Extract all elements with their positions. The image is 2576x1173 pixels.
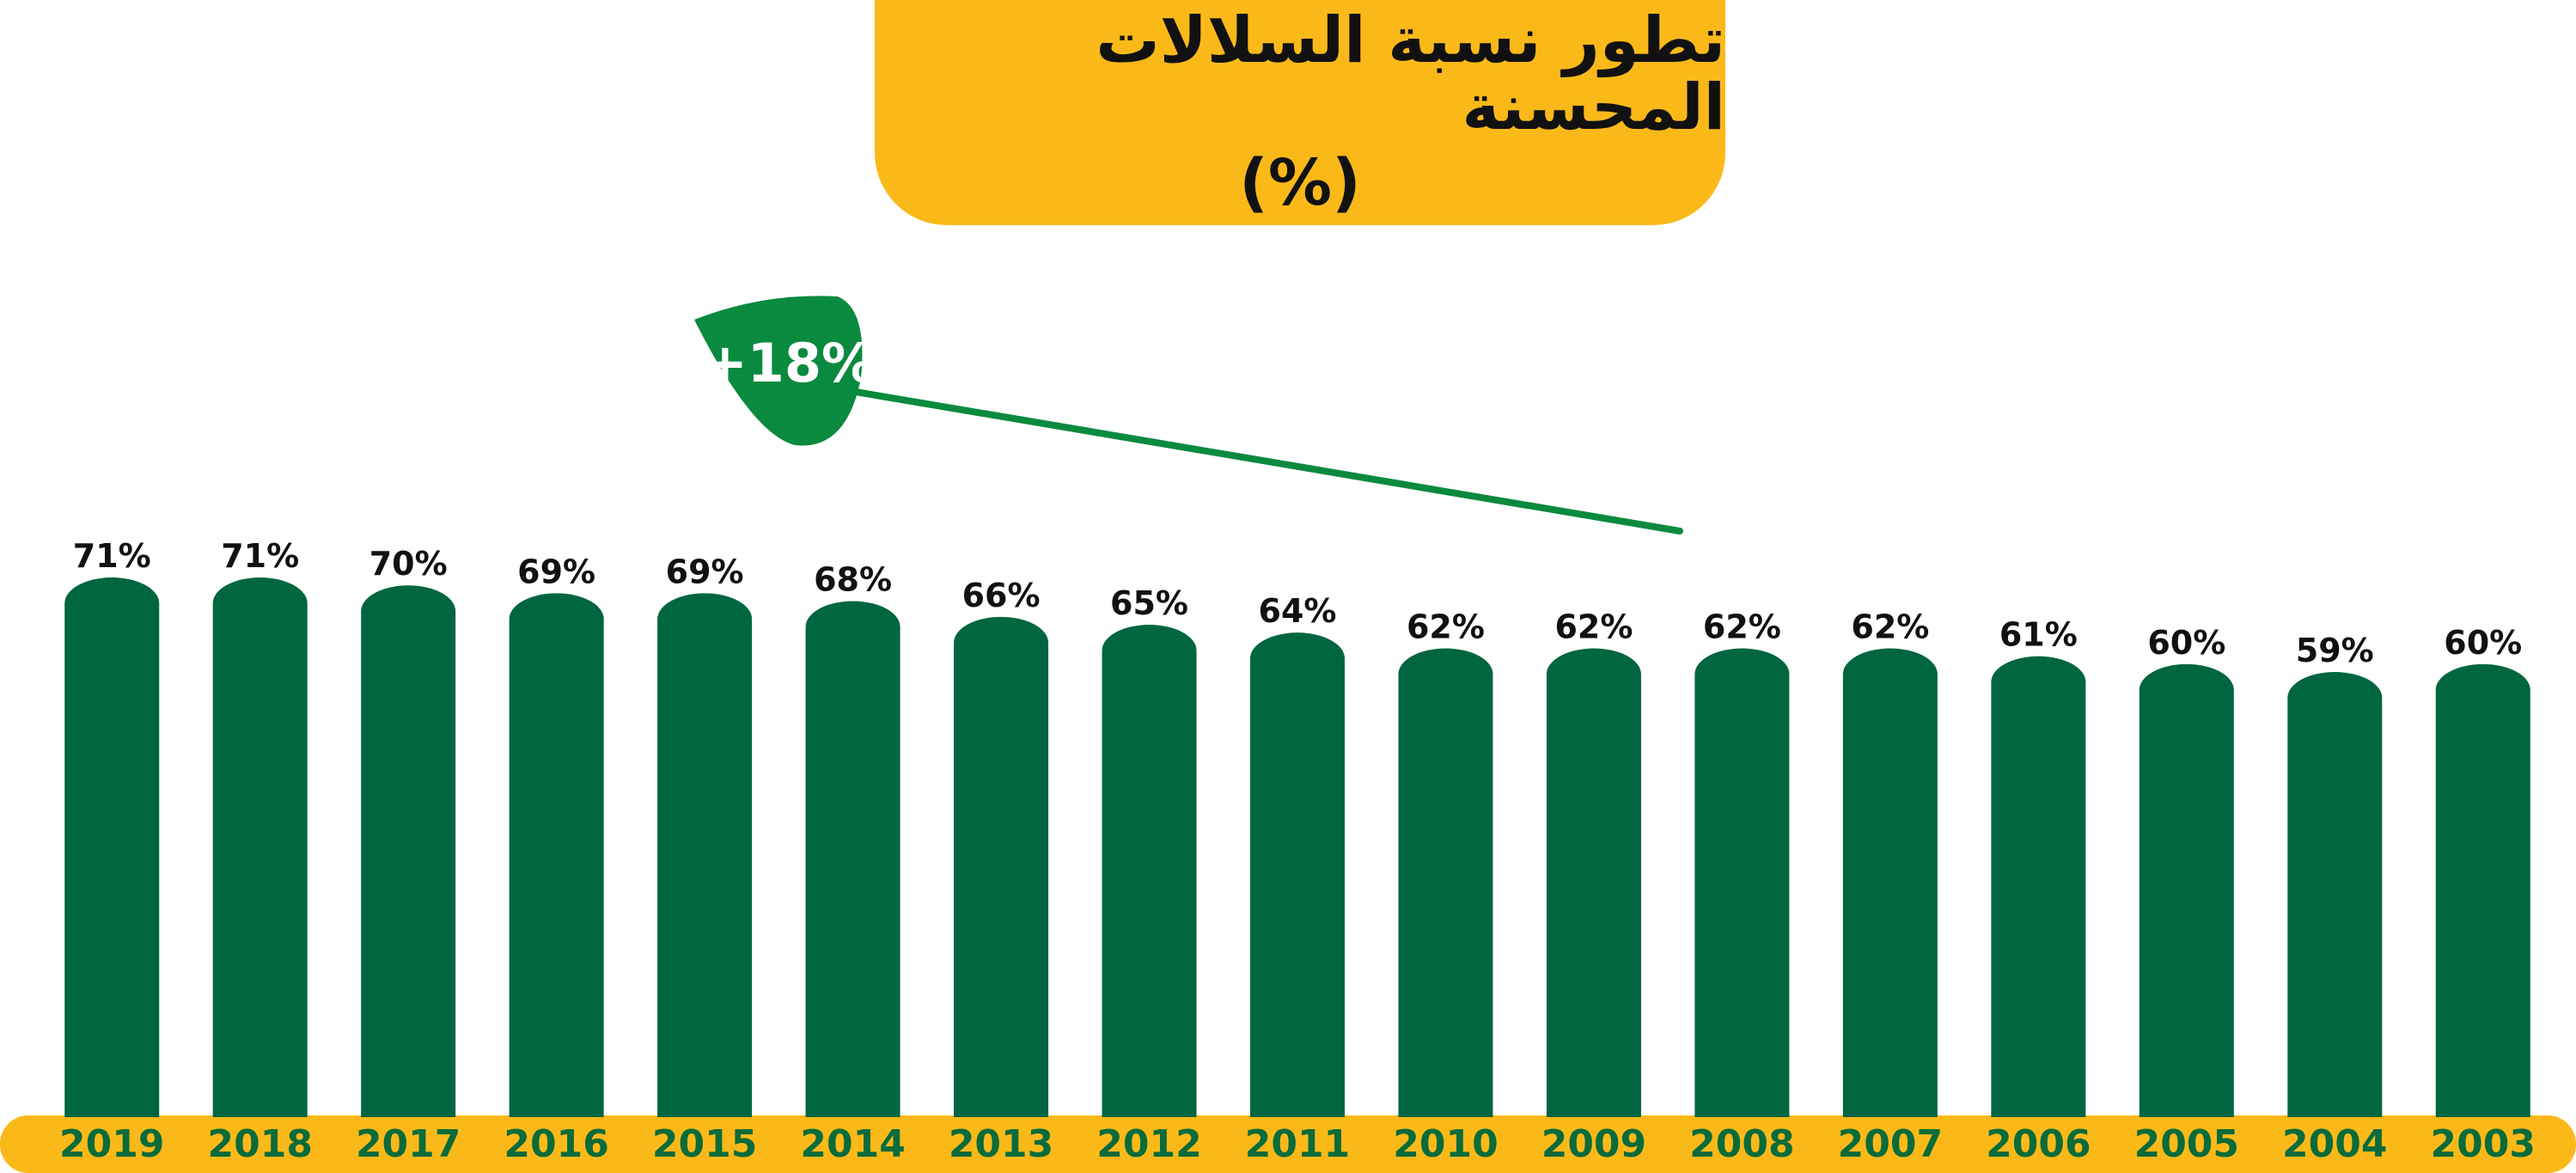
- value-label-2014: 68%: [814, 561, 892, 599]
- value-label-2009: 62%: [1554, 608, 1633, 646]
- bar-2004: [2287, 672, 2383, 1117]
- value-label-2017: 70%: [369, 545, 448, 583]
- value-label-2016: 69%: [517, 553, 595, 590]
- value-label-2005: 60%: [2147, 624, 2225, 662]
- bar-2013: [954, 616, 1049, 1117]
- value-label-2019: 71%: [73, 537, 151, 575]
- bar-2015: [657, 593, 753, 1117]
- year-label-2003: 2003: [2431, 1122, 2536, 1166]
- chart-title: تطور نسبة السلالات المحسنة: [1096, 3, 1725, 145]
- year-label-2004: 2004: [2282, 1122, 2387, 1166]
- value-label-2008: 62%: [1703, 608, 1781, 646]
- year-label-2015: 2015: [652, 1122, 757, 1166]
- year-label-2010: 2010: [1393, 1122, 1498, 1166]
- bar-2007: [1842, 648, 1938, 1117]
- bar-2017: [361, 585, 456, 1117]
- year-label-2005: 2005: [2134, 1122, 2239, 1166]
- value-label-2010: 62%: [1407, 608, 1485, 646]
- x-axis-band: [0, 1115, 2576, 1173]
- value-label-2011: 64%: [1259, 592, 1337, 630]
- year-label-2014: 2014: [800, 1122, 905, 1166]
- value-label-2018: 71%: [221, 537, 299, 575]
- year-label-2007: 2007: [1838, 1122, 1943, 1166]
- bar-2018: [212, 577, 308, 1117]
- bar-2011: [1250, 632, 1345, 1117]
- year-label-2017: 2017: [356, 1122, 461, 1166]
- value-labels-group: 71% 71% 70% 69% 69% 68% 66% 65% 64% 62% 62% 62% 62% 6…: [73, 537, 2522, 669]
- year-label-2013: 2013: [949, 1122, 1053, 1166]
- chart-title-box: تطور نسبة السلالات المحسنة (%): [875, 0, 1725, 225]
- bar-2006: [1991, 656, 2086, 1117]
- bar-2019: [64, 577, 160, 1117]
- year-label-2018: 2018: [207, 1122, 312, 1166]
- bar-2014: [805, 601, 900, 1117]
- year-label-2006: 2006: [1986, 1122, 2091, 1166]
- bar-2005: [2139, 663, 2234, 1117]
- growth-badge-label: +18%: [703, 332, 875, 394]
- bar-2009: [1546, 648, 1641, 1117]
- year-labels-group: 2019 2018 2017 2016 2015 2014 2013 2012 2011 2010…: [59, 1122, 2536, 1166]
- value-label-2007: 62%: [1851, 608, 1929, 646]
- trend-arrow-line: [847, 388, 1683, 535]
- year-label-2016: 2016: [504, 1122, 608, 1166]
- value-label-2004: 59%: [2296, 632, 2374, 669]
- bar-2003: [2435, 663, 2530, 1117]
- bar-2012: [1102, 625, 1197, 1117]
- year-label-2012: 2012: [1096, 1122, 1201, 1166]
- year-label-2008: 2008: [1689, 1122, 1794, 1166]
- value-label-2015: 69%: [666, 553, 744, 590]
- year-label-2011: 2011: [1245, 1122, 1350, 1166]
- growth-badge: [694, 296, 863, 446]
- bar-2008: [1694, 648, 1790, 1117]
- value-label-2003: 60%: [2444, 624, 2522, 662]
- year-label-2019: 2019: [59, 1122, 164, 1166]
- bar-2016: [509, 593, 604, 1117]
- value-label-2013: 66%: [962, 577, 1041, 614]
- year-label-2009: 2009: [1541, 1122, 1646, 1166]
- value-label-2006: 61%: [1999, 616, 2078, 654]
- value-label-2012: 65%: [1110, 584, 1188, 622]
- chart-title-unit: (%): [1239, 145, 1361, 220]
- bar-2010: [1398, 648, 1493, 1117]
- bars-group: [64, 577, 2530, 1117]
